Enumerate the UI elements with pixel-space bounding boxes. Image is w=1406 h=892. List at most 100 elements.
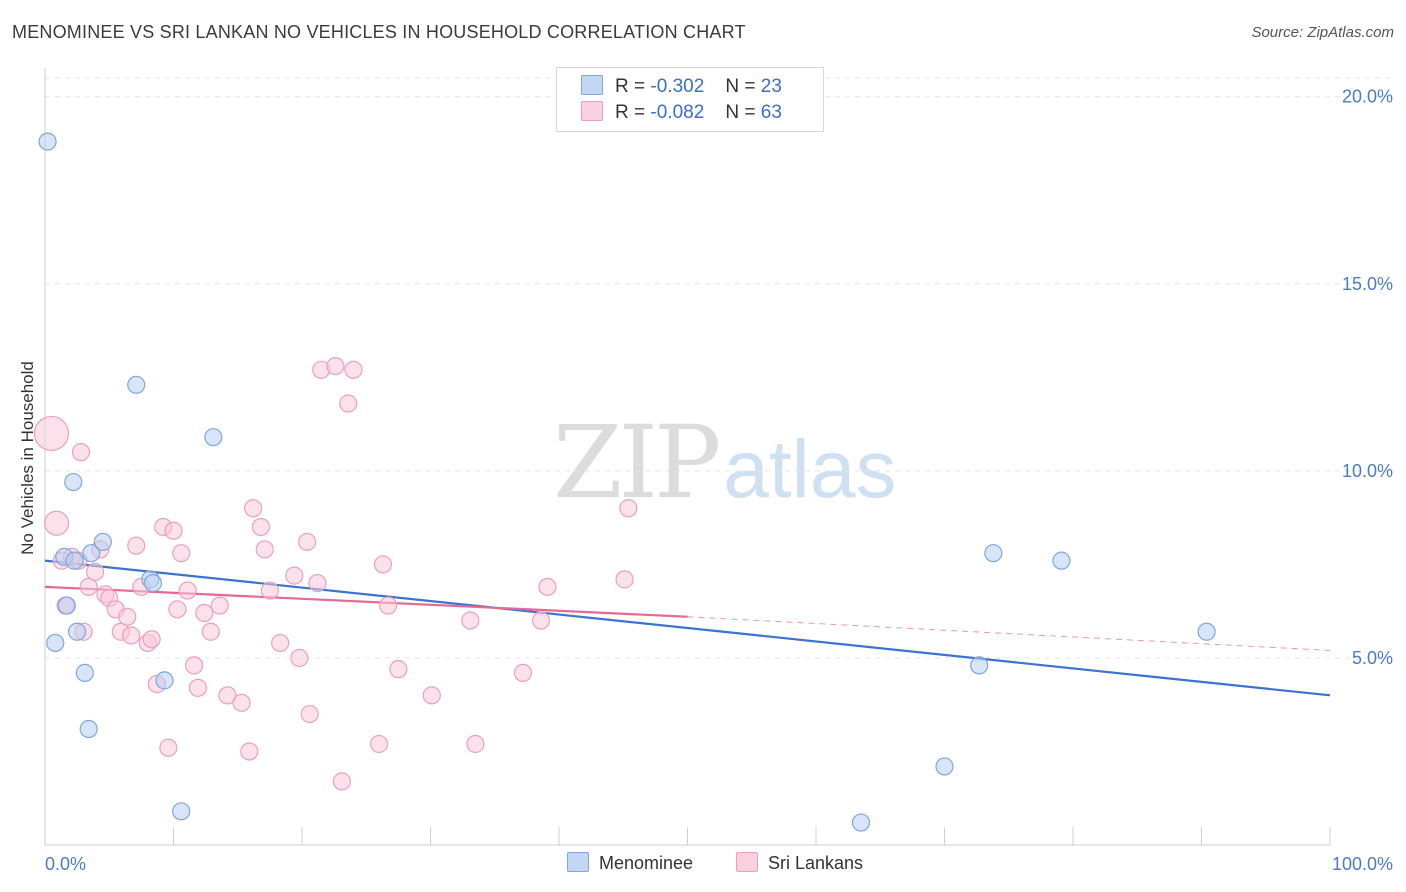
srilankan-point <box>188 678 208 697</box>
srilankan-point <box>513 663 533 682</box>
srilankan-point <box>33 415 70 452</box>
srilankan-point <box>339 394 358 413</box>
watermark-zip: ZIP <box>553 404 721 521</box>
srilankan-point <box>43 510 70 536</box>
y-tick-label: 10.0% <box>1342 461 1393 481</box>
x-tick-label: 0.0% <box>45 854 86 874</box>
srilankan-point <box>290 648 309 668</box>
srilankan-point <box>127 536 146 555</box>
watermark-atlas: atlas <box>723 424 897 515</box>
legend-r-value: -0.082 <box>650 102 705 123</box>
menominee-point <box>79 719 98 739</box>
legend-row-menominee: R = -0.302 N = 23 <box>581 75 782 101</box>
srilankan-point <box>79 577 98 596</box>
srilankan-point <box>538 577 557 596</box>
y-tick-label: 15.0% <box>1342 274 1393 294</box>
srilankan-point <box>260 581 279 600</box>
menominee-point <box>935 757 954 776</box>
menominee-point <box>68 622 87 641</box>
menominee-point <box>984 544 1003 563</box>
srilankan-point <box>210 596 229 615</box>
srilankan-point <box>531 611 551 630</box>
menominee-point <box>851 813 871 832</box>
srilankan-point <box>251 517 270 537</box>
x-tick-label: 100.0% <box>1332 854 1393 874</box>
srilankan-point <box>615 570 634 589</box>
legend-row-srilankan: R = -0.082 N = 63 <box>581 101 782 127</box>
srilankan-point <box>195 603 214 623</box>
srilankan-point <box>378 596 398 615</box>
y-tick-label: 5.0% <box>1352 648 1393 668</box>
legend-n-value: 23 <box>760 76 782 97</box>
srilankan-point <box>178 581 197 600</box>
source-label: Source: ZipAtlas.com <box>1251 24 1394 41</box>
menominee-point <box>1197 622 1216 641</box>
menominee-point <box>970 656 989 675</box>
srilankan-swatch <box>581 101 603 121</box>
srilankan-trend-extension <box>687 616 1331 651</box>
menominee-point <box>1052 551 1071 570</box>
trend-lines <box>44 559 1331 697</box>
srilankan-point <box>422 686 441 705</box>
legend-n-value: 63 <box>760 102 782 123</box>
srilankan-point <box>168 600 187 619</box>
menominee-swatch <box>581 75 603 95</box>
correlation-legend: R = -0.302 N = 23 R = -0.082 N = 63 <box>556 67 824 132</box>
srilankan-point <box>344 360 363 379</box>
srilankan-point <box>308 573 327 593</box>
srilankan-point <box>184 656 204 675</box>
srilankan-point <box>373 555 393 574</box>
legend-r-label: R = <box>615 76 646 97</box>
menominee-trend-line <box>44 559 1331 697</box>
menominee-point <box>127 375 146 394</box>
axes <box>44 68 1331 846</box>
srilankan-point <box>159 738 178 757</box>
srilankan-point <box>298 532 317 552</box>
data-points <box>33 132 1216 832</box>
srilankan-point <box>71 443 91 462</box>
srilankan-point <box>389 660 408 679</box>
srilankan-point <box>300 704 319 724</box>
srilankan-point <box>240 742 259 761</box>
srilankan-point <box>332 772 351 791</box>
menominee-point <box>38 132 57 151</box>
srilankan-point <box>172 544 191 563</box>
y-tick-label: 20.0% <box>1342 87 1393 107</box>
srilankan-point <box>121 626 141 645</box>
srilankan-point <box>285 566 304 585</box>
menominee-point <box>57 596 76 615</box>
srilankan-point <box>370 734 389 754</box>
menominee-point <box>65 551 84 570</box>
gridlines <box>45 77 1395 659</box>
srilankan-swatch <box>736 852 758 872</box>
menominee-point <box>82 544 101 563</box>
menominee-point <box>143 573 163 593</box>
menominee-point <box>155 671 174 690</box>
legend-r-label: R = <box>615 102 646 123</box>
srilankan-point <box>619 499 638 518</box>
menominee-point <box>172 802 191 821</box>
menominee-point <box>75 663 94 682</box>
watermark: ZIPatlas <box>553 404 897 521</box>
bottom-legend-label: Menominee <box>599 853 694 873</box>
srilankan-point <box>142 630 161 649</box>
srilankan-point <box>118 607 137 626</box>
menominee-swatch <box>567 852 589 872</box>
menominee-point <box>93 532 112 552</box>
srilankan-point <box>201 622 220 641</box>
bottom-legend-menominee: Menominee <box>567 852 693 874</box>
srilankan-point <box>461 611 480 630</box>
srilankan-point <box>244 499 263 518</box>
tick-labels: 5.0% 10.0% 15.0% 20.0% 0.0% 100.0% <box>45 87 1393 874</box>
legend-n-label: N = <box>725 76 756 97</box>
srilankan-point <box>232 693 251 712</box>
legend-r-value: -0.302 <box>650 76 705 97</box>
srilankan-point <box>86 562 105 581</box>
menominee-point <box>64 472 83 492</box>
srilankan-point <box>466 734 485 754</box>
srilankan-point <box>218 686 237 705</box>
srilankan-point <box>271 633 290 653</box>
srilankan-point <box>255 540 274 559</box>
menominee-point <box>204 428 223 447</box>
